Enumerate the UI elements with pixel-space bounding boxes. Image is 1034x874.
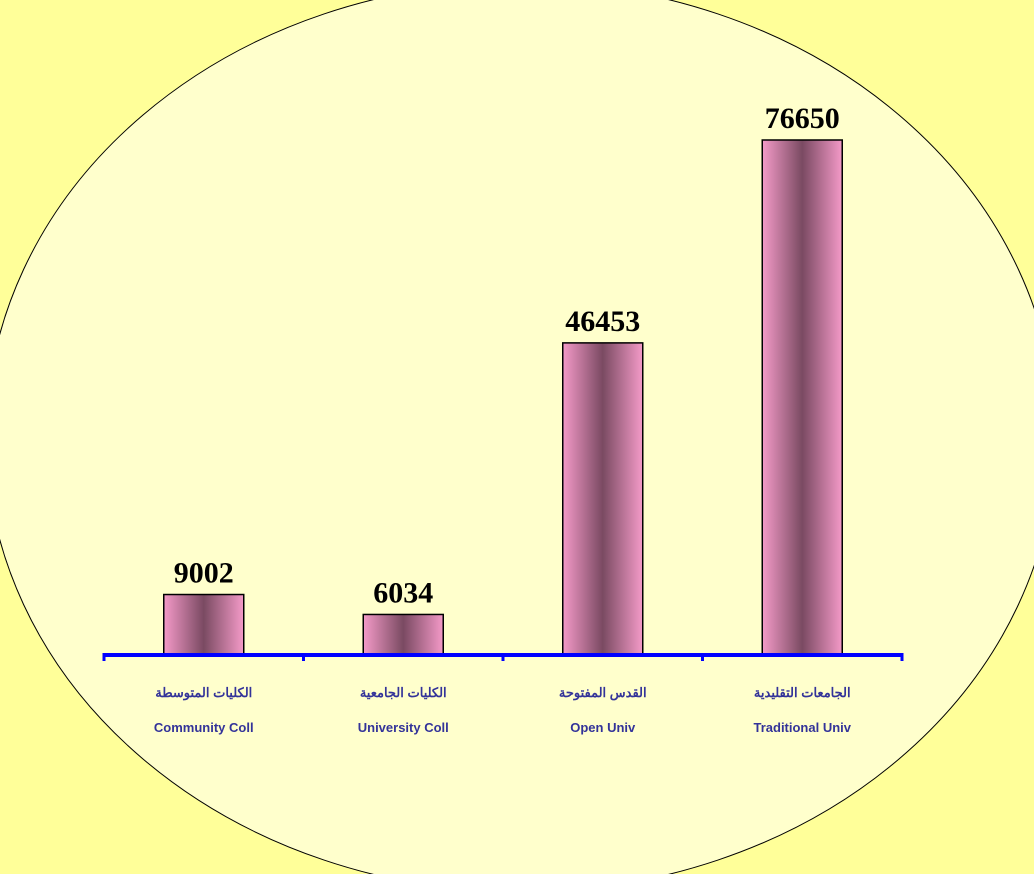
bar-2	[362, 613, 444, 656]
category-label-en-4: Traditional Univ	[753, 720, 851, 735]
category-label-ar-3: القدس المفتوحة	[559, 685, 647, 701]
bar-4	[761, 139, 843, 656]
category-label-en-2: University Coll	[358, 720, 449, 735]
category-label-en-1: Community Coll	[154, 720, 254, 735]
data-label-4: 76650	[765, 102, 840, 135]
data-label-1: 9002	[174, 557, 234, 590]
category-label-en-3: Open Univ	[570, 720, 636, 735]
bar-3	[562, 342, 644, 656]
category-label-ar-1: الكليات المتوسطة	[155, 685, 252, 701]
data-label-2: 6034	[373, 576, 433, 609]
category-label-ar-2: الكليات الجامعية	[360, 685, 447, 700]
data-label-3: 46453	[565, 305, 640, 338]
category-label-ar-4: الجامعات التقليدية	[754, 685, 851, 700]
bar-1	[163, 593, 245, 656]
